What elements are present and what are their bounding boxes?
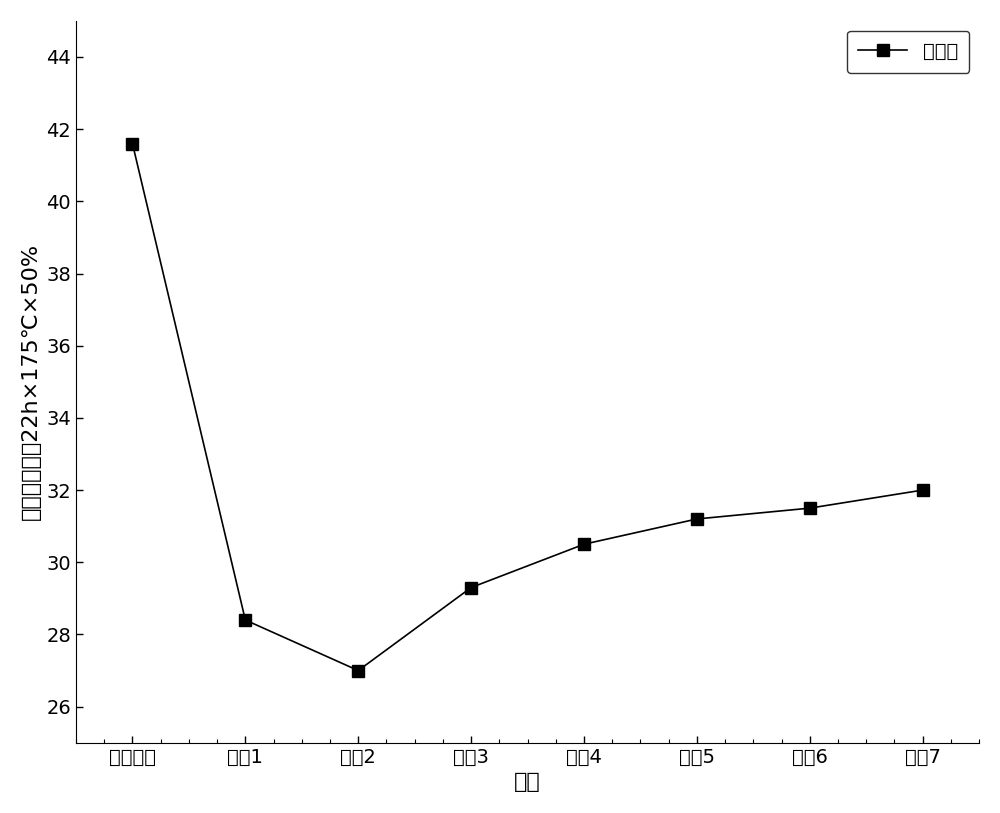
X-axis label: 实例: 实例 bbox=[514, 772, 541, 792]
变形率 bbox=[917, 485, 929, 495]
变形率 bbox=[578, 539, 590, 549]
变形率 bbox=[352, 666, 364, 676]
变形率 bbox=[239, 615, 251, 625]
变形率 bbox=[465, 583, 477, 593]
Legend: 变形率: 变形率 bbox=[847, 31, 969, 73]
变形率 bbox=[126, 139, 138, 149]
Line: 变形率: 变形率 bbox=[127, 138, 928, 676]
Y-axis label: 压缩永久变形22h×175℃×50%: 压缩永久变形22h×175℃×50% bbox=[21, 243, 41, 520]
变形率 bbox=[804, 503, 816, 513]
变形率 bbox=[691, 514, 703, 524]
